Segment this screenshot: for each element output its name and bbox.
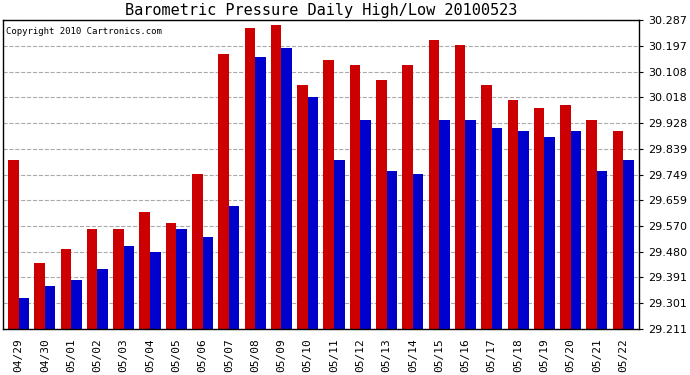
- Bar: [113, 229, 124, 329]
- Bar: [350, 65, 360, 329]
- Bar: [124, 246, 135, 329]
- Bar: [534, 108, 544, 329]
- Bar: [139, 211, 150, 329]
- Bar: [492, 128, 502, 329]
- Bar: [8, 160, 19, 329]
- Bar: [87, 229, 97, 329]
- Bar: [97, 269, 108, 329]
- Bar: [402, 65, 413, 329]
- Bar: [203, 237, 213, 329]
- Bar: [308, 97, 318, 329]
- Bar: [218, 54, 229, 329]
- Bar: [297, 86, 308, 329]
- Bar: [439, 120, 450, 329]
- Bar: [571, 131, 581, 329]
- Bar: [334, 160, 344, 329]
- Bar: [560, 105, 571, 329]
- Bar: [34, 263, 45, 329]
- Bar: [71, 280, 81, 329]
- Bar: [255, 57, 266, 329]
- Bar: [45, 286, 55, 329]
- Bar: [481, 86, 492, 329]
- Bar: [455, 45, 466, 329]
- Bar: [376, 80, 386, 329]
- Bar: [597, 171, 607, 329]
- Title: Barometric Pressure Daily High/Low 20100523: Barometric Pressure Daily High/Low 20100…: [125, 3, 517, 18]
- Bar: [544, 137, 555, 329]
- Bar: [413, 174, 424, 329]
- Bar: [428, 39, 439, 329]
- Bar: [192, 174, 203, 329]
- Bar: [245, 28, 255, 329]
- Bar: [623, 160, 633, 329]
- Bar: [386, 171, 397, 329]
- Bar: [360, 120, 371, 329]
- Bar: [586, 120, 597, 329]
- Bar: [166, 223, 176, 329]
- Bar: [150, 252, 161, 329]
- Bar: [19, 297, 29, 329]
- Bar: [613, 131, 623, 329]
- Bar: [466, 120, 476, 329]
- Bar: [176, 229, 187, 329]
- Bar: [271, 25, 282, 329]
- Bar: [61, 249, 71, 329]
- Bar: [508, 100, 518, 329]
- Bar: [229, 206, 239, 329]
- Bar: [324, 60, 334, 329]
- Text: Copyright 2010 Cartronics.com: Copyright 2010 Cartronics.com: [6, 27, 162, 36]
- Bar: [518, 131, 529, 329]
- Bar: [282, 48, 292, 329]
